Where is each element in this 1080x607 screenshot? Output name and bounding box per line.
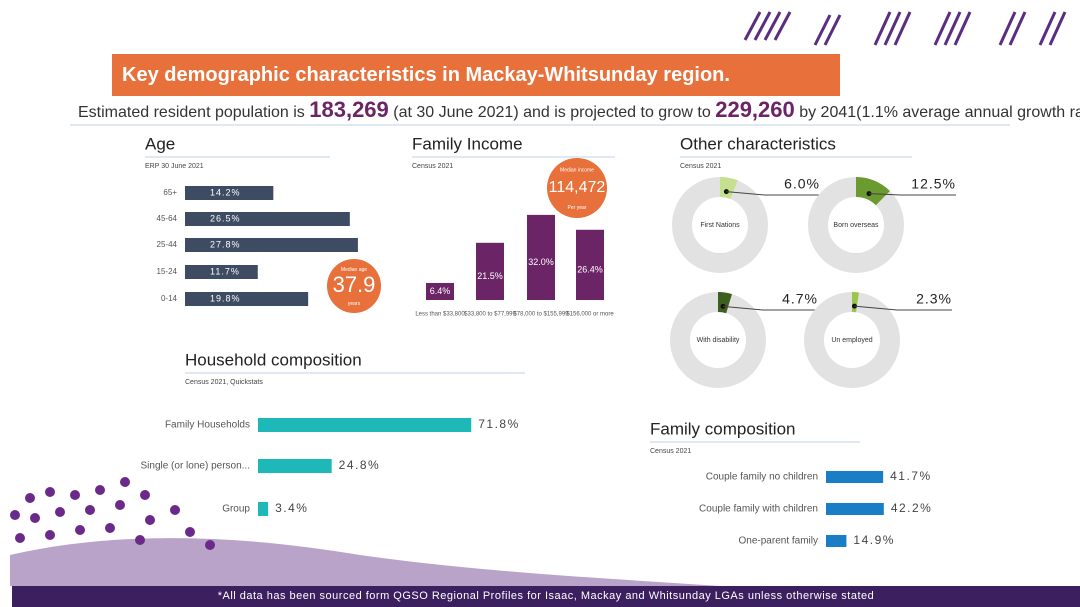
category-label: $78,000 to $155,999: [513, 312, 569, 318]
value-label: 42.2%: [891, 501, 933, 515]
bar: [476, 242, 504, 300]
footer: *All data has been sourced form QGSO Reg…: [12, 586, 1080, 607]
annotation-value: 114,472: [549, 179, 606, 196]
bar: [527, 214, 555, 300]
leader-line: [854, 305, 952, 311]
value-label: 27.8%: [210, 239, 241, 249]
category-label: First Nations: [700, 222, 740, 229]
chart-subtitle: Census 2021: [650, 448, 691, 455]
bar: [426, 282, 454, 300]
value-label: 26.4%: [577, 264, 603, 274]
chart-subtitle: Census 2021: [680, 163, 721, 170]
value-label: 71.8%: [478, 417, 520, 431]
value-label: 32.0%: [528, 257, 554, 267]
text: Estimated resident population is: [78, 104, 305, 121]
category-label: 15-24: [157, 267, 178, 276]
value-label: 24.8%: [339, 458, 381, 472]
category-label: Born overseas: [833, 222, 879, 229]
category-label: 25-44: [157, 240, 178, 249]
population-text: Estimated resident population is 183,269…: [78, 97, 1080, 123]
category-label: 0-14: [161, 294, 178, 303]
category-label: $156,000 or more: [566, 312, 614, 318]
annotation-unit: Per year: [568, 205, 587, 211]
bar: [258, 418, 472, 432]
bar: [826, 535, 847, 547]
value-label: 12.5%: [911, 176, 956, 192]
category-label: Couple family no children: [706, 472, 818, 483]
bar: [576, 229, 604, 300]
donut-segment: [856, 177, 890, 206]
population-projected: 229,260: [715, 97, 795, 122]
value-label: 21.5%: [477, 271, 503, 281]
bar: [185, 212, 350, 226]
category-label: Couple family with children: [699, 504, 818, 515]
value-label: 4.7%: [782, 291, 818, 307]
value-label: 6.0%: [784, 176, 820, 192]
value-label: 41.7%: [890, 469, 932, 483]
leader-line: [868, 193, 956, 196]
annotation-circle: [547, 158, 607, 218]
category-label: $33,800 to $77,999: [464, 312, 516, 318]
category-label: Family Households: [165, 420, 250, 431]
population-current: 183,269: [309, 97, 389, 122]
bar: [185, 292, 309, 306]
bar: [258, 502, 269, 516]
value-label: 14.9%: [853, 533, 895, 547]
value-label: 3.4%: [275, 501, 308, 515]
annotation-value: 37.9: [333, 272, 376, 297]
annotation-label: Median income: [560, 167, 594, 173]
category-label: One-parent family: [739, 536, 818, 547]
category-label: 65+: [163, 188, 177, 197]
value-label: 26.5%: [210, 213, 241, 223]
value-label: 14.2%: [210, 187, 241, 197]
donut-segment: [720, 177, 738, 199]
leader-line: [726, 191, 820, 196]
annotation-unit: years: [348, 301, 361, 307]
annotation-label: Median age: [341, 267, 367, 273]
chart-title: Household composition: [185, 350, 362, 369]
bar: [185, 186, 274, 200]
decor-dots: [10, 477, 215, 550]
title: Key demographic characteristics in Macka…: [112, 54, 840, 96]
bar: [185, 265, 258, 279]
annotation-circle: [327, 259, 381, 313]
value-label: 11.7%: [210, 266, 240, 276]
bar: [185, 238, 358, 252]
text: (at 30 June 2021) and is projected to gr…: [393, 104, 711, 121]
bar: [826, 471, 884, 483]
chart-title: Other characteristics: [680, 134, 836, 153]
decor-stripes: [743, 11, 1067, 46]
category-label: Group: [222, 504, 250, 515]
category-label: Un employed: [831, 337, 872, 344]
chart-title: Family composition: [650, 419, 796, 438]
chart-subtitle: Census 2021, Quickstats: [185, 379, 263, 386]
category-label: 45-64: [157, 214, 178, 223]
decor-wave: [10, 538, 720, 586]
chart-subtitle: Census 2021: [412, 163, 453, 170]
chart-title: Family Income: [412, 134, 523, 153]
value-label: 19.8%: [210, 293, 241, 303]
text: by 2041(1.1% average annual growth rate): [799, 104, 1080, 121]
chart-title: Age: [145, 134, 175, 153]
category-label: With disability: [697, 337, 740, 344]
value-label: 6.4%: [430, 286, 451, 296]
chart-subtitle: ERP 30 June 2021: [145, 163, 204, 170]
bar: [826, 503, 884, 515]
leader-line: [722, 305, 818, 311]
bar: [258, 459, 332, 473]
category-label: Less than $33,800: [415, 312, 465, 318]
category-label: Single (or lone) person...: [140, 461, 250, 472]
value-label: 2.3%: [916, 291, 952, 307]
